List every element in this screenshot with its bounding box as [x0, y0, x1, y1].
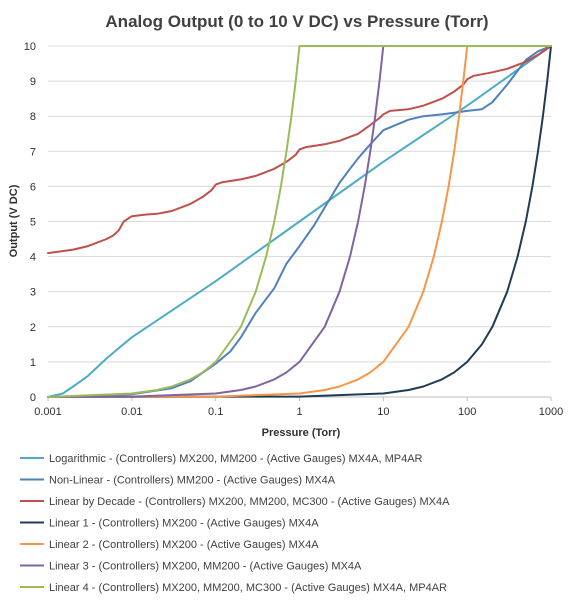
legend-label: Linear 4 - (Controllers) MX200, MM200, M… [49, 582, 447, 594]
y-tick-label: 2 [30, 322, 36, 334]
y-tick-label: 7 [30, 146, 36, 158]
series-line-5 [47, 45, 552, 398]
chart-title: Analog Output (0 to 10 V DC) vs Pressure… [105, 12, 488, 31]
x-tick-label: 0.1 [208, 406, 223, 418]
legend-entry: Non-Linear - (Controllers) MM200 - (Acti… [20, 475, 336, 487]
x-tick-labels: 0.001 0.01 0.1 1 10 100 1000 [34, 406, 563, 418]
series-lines [47, 45, 552, 398]
legend-label: Linear by Decade - (Controllers) MX200, … [49, 496, 450, 508]
y-tick-label: 9 [30, 76, 36, 88]
y-tick-label: 0 [30, 392, 36, 404]
x-tick-label: 1 [296, 406, 302, 418]
y-tick-label: 8 [30, 111, 36, 123]
legend-entry: Linear 2 - (Controllers) MX200 - (Active… [20, 539, 319, 551]
y-tick-label: 6 [30, 181, 36, 193]
legend-label: Linear 1 - (Controllers) MX200 - (Active… [49, 518, 319, 530]
y-tick-label: 1 [30, 357, 36, 369]
legend-label: Linear 3 - (Controllers) MX200, MM200 - … [49, 561, 362, 573]
y-tick-label: 10 [24, 41, 36, 53]
legend-label: Logarithmic - (Controllers) MX200, MM200… [49, 453, 423, 465]
x-tick-label: 0.01 [121, 406, 142, 418]
x-tick-label: 10 [377, 406, 389, 418]
legend-label: Non-Linear - (Controllers) MM200 - (Acti… [49, 475, 336, 487]
series-line-2 [47, 45, 552, 398]
x-tick-label: 100 [458, 406, 476, 418]
legend-entry: Linear by Decade - (Controllers) MX200, … [20, 496, 450, 508]
x-tick-label: 1000 [539, 406, 563, 418]
x-tick-label: 0.001 [34, 406, 62, 418]
legend-entry: Linear 1 - (Controllers) MX200 - (Active… [20, 518, 319, 530]
series-line-1 [47, 45, 552, 398]
legend-entry: Logarithmic - (Controllers) MX200, MM200… [20, 453, 423, 465]
x-axis-label: Pressure (Torr) [262, 427, 341, 439]
legend-label: Linear 2 - (Controllers) MX200 - (Active… [49, 539, 319, 551]
y-tick-label: 4 [30, 252, 36, 264]
series-line-6 [47, 45, 385, 398]
y-tick-labels: 0 1 2 3 4 5 6 7 8 9 10 [24, 41, 36, 404]
legend-entry: Linear 3 - (Controllers) MX200, MM200 - … [20, 561, 362, 573]
legend: Logarithmic - (Controllers) MX200, MM200… [20, 453, 450, 594]
series-line-4 [47, 45, 552, 398]
grid-lines [48, 45, 551, 363]
series-line-7 [47, 45, 552, 398]
y-tick-label: 5 [30, 217, 36, 229]
y-tick-label: 3 [30, 287, 36, 299]
legend-entry: Linear 4 - (Controllers) MX200, MM200, M… [20, 582, 447, 594]
y-axis-label: Output (V DC) [8, 184, 20, 257]
